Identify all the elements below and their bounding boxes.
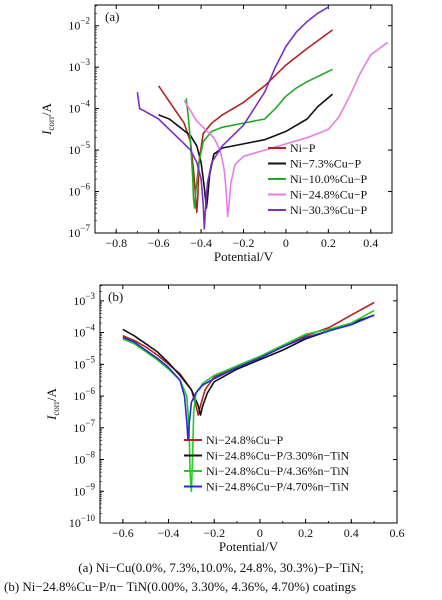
x-tick-label: 0.2 — [298, 526, 313, 540]
series-line-5 — [136, 6, 329, 230]
panel-label: (b) — [108, 289, 123, 304]
legend-label: Ni−30.3%Cu−P — [290, 203, 368, 217]
series-line-1 — [122, 301, 375, 416]
series-line-2 — [122, 314, 375, 416]
x-tick-label: −0.2 — [233, 236, 255, 250]
legend-label: Ni−24.8%Cu−P/4.36%n−TiN — [206, 464, 350, 478]
caption-line-a: (a) Ni−Cu(0.0%, 7.3%,10.0%, 24.8%, 30.3%… — [78, 560, 364, 575]
legend-label: Ni−24.8%Cu−P — [206, 433, 284, 447]
x-axis-label: Potential/V — [219, 539, 279, 554]
y-tick-label: 10−5 — [73, 354, 95, 371]
x-tick-label: −0.4 — [190, 236, 212, 250]
legend-label: Ni−24.8%Cu−P — [290, 188, 368, 202]
legend-label: Ni−P — [290, 141, 316, 155]
chart-panel-a: −0.8 −0.6 −0.4 −0.2 0 0.2 0.4 10−7 10−6 10−5 10−4 1… — [39, 4, 393, 264]
y-tick-label: 10−7 — [73, 418, 95, 435]
x-tick-label: 0.2 — [321, 236, 336, 250]
x-tick-label: −0.8 — [105, 236, 127, 250]
plot-frame — [99, 284, 398, 524]
y-tick-label: 10−7 — [68, 223, 90, 240]
x-tick-label: −0.6 — [148, 236, 170, 250]
y-tick-label: 10−10 — [69, 513, 96, 530]
series-line-2 — [158, 93, 334, 209]
y-axis-label: Icorr/A — [44, 387, 61, 420]
x-axis-label: Potential/V — [214, 249, 274, 264]
panel-label: (a) — [105, 9, 119, 24]
x-tick-label: −0.6 — [112, 526, 134, 540]
x-tick-label: 0 — [283, 236, 289, 250]
x-tick-label: 0.4 — [363, 236, 378, 250]
x-tick-label: 0.6 — [390, 526, 405, 540]
x-tick-label: 0.4 — [344, 526, 359, 540]
y-axis-label: Icorr/A — [39, 102, 56, 135]
series-line-4 — [122, 314, 375, 442]
y-tick-label: 10−2 — [68, 16, 90, 33]
series-line-3 — [122, 309, 375, 493]
y-tick-label: 10−5 — [68, 140, 90, 157]
y-tick-label: 10−4 — [68, 99, 90, 116]
legend-label: Ni−24.8%Cu−P/4.70%n−TiN — [206, 480, 350, 494]
y-tick-label: 10−3 — [68, 57, 90, 74]
x-tick-label: −0.4 — [158, 526, 180, 540]
y-tick-label: 10−4 — [73, 323, 95, 340]
y-tick-label: 10−3 — [73, 291, 95, 308]
chart-panel-b: −0.6 −0.4 −0.2 0 0.2 0.4 0.6 10−10 10−9 10−8 10−7 1… — [44, 284, 405, 554]
series-line-4 — [183, 41, 389, 218]
legend-label: Ni−10.0%Cu−P — [290, 172, 368, 186]
y-tick-label: 10−6 — [73, 386, 95, 403]
x-tick-label: −0.2 — [203, 526, 225, 540]
x-tick-label: 0 — [257, 526, 263, 540]
y-tick-label: 10−6 — [68, 182, 90, 199]
caption-line-b: (b) Ni−24.8%Cu−P/n− TiN(0.00%, 3.30%, 4.… — [4, 579, 357, 594]
series-line-3 — [185, 68, 333, 209]
legend-label: Ni−7.3%Cu−P — [290, 157, 362, 171]
legend-label: Ni−24.8%Cu−P/3.30%n−TiN — [206, 449, 350, 463]
y-tick-label: 10−8 — [73, 450, 95, 467]
y-tick-label: 10−9 — [73, 481, 95, 498]
